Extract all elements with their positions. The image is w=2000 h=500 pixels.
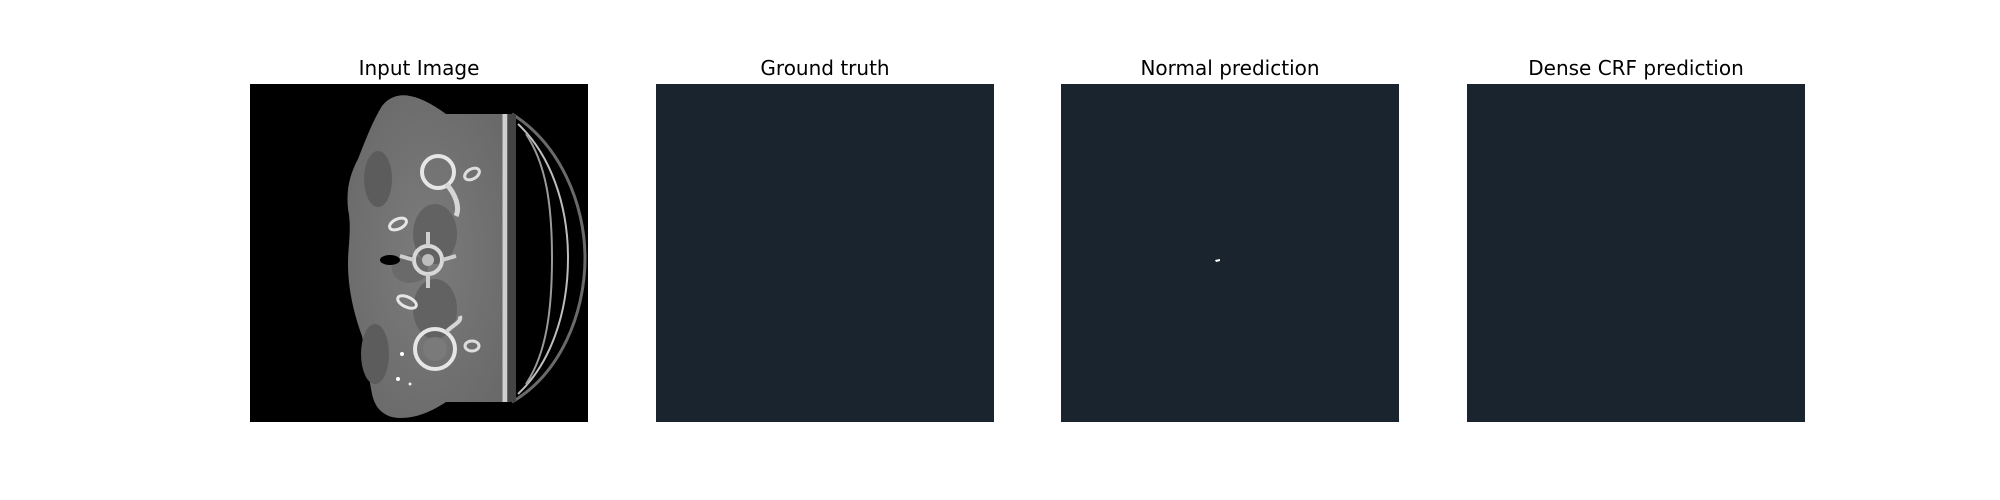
prediction-marker [1215, 259, 1220, 262]
normal-prediction-mask [1061, 84, 1399, 422]
panel-title: Normal prediction [1140, 56, 1320, 80]
ground-truth-mask [656, 84, 994, 422]
ct-scan-image [250, 84, 588, 422]
panel-title: Ground truth [760, 56, 890, 80]
airway [380, 255, 400, 265]
panel-title: Input Image [358, 56, 480, 80]
dense-crf-prediction-mask [1467, 84, 1805, 422]
panel-title: Dense CRF prediction [1528, 56, 1744, 80]
